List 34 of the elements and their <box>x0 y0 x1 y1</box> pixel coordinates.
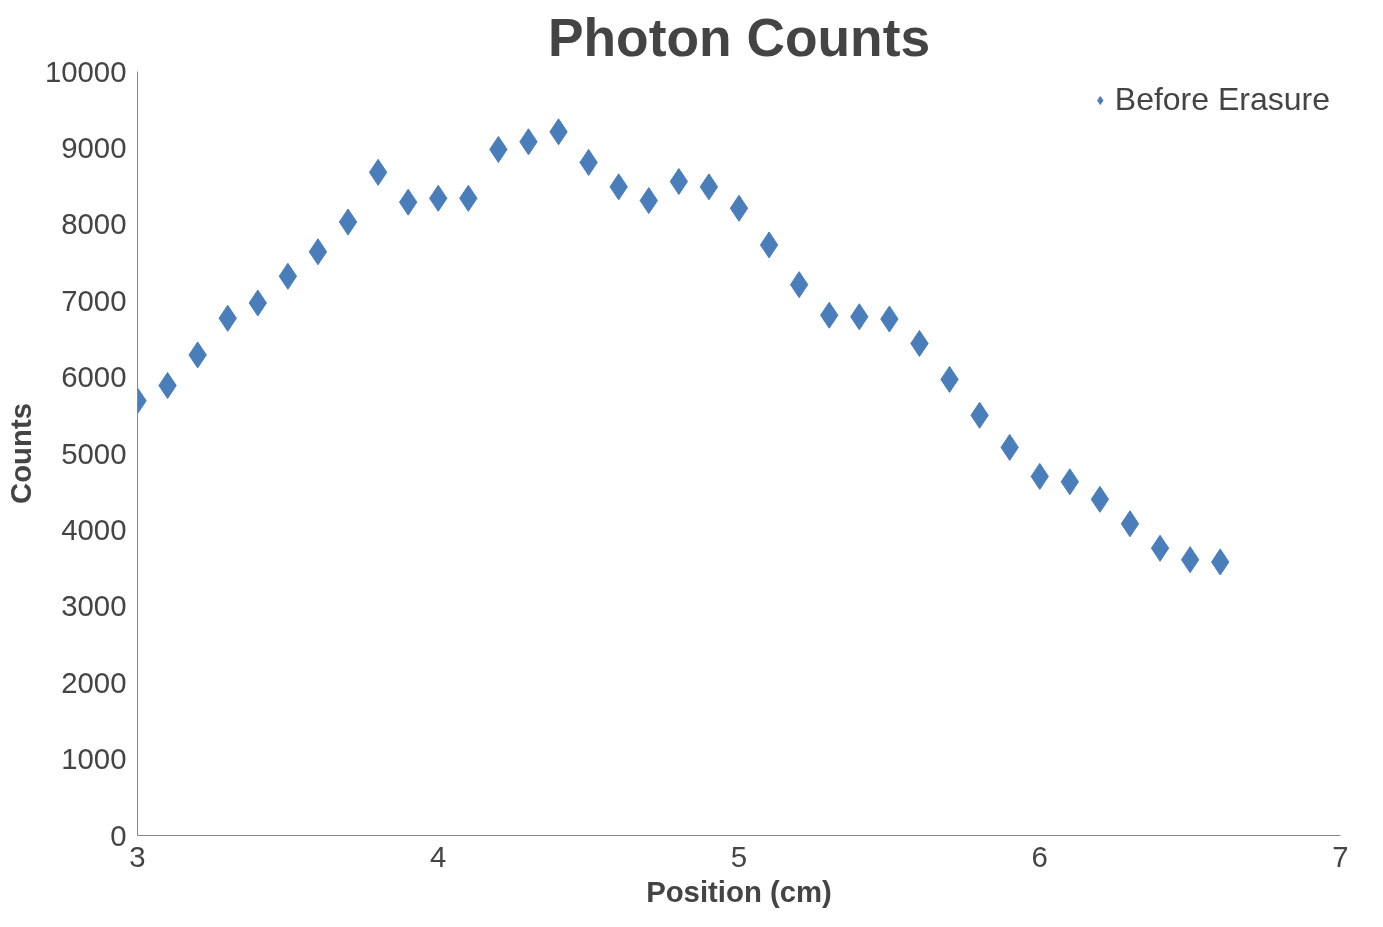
point <box>669 168 689 196</box>
y-tick-label: 3000 <box>61 589 127 623</box>
y-tick-label: 10000 <box>44 54 127 88</box>
point <box>1180 546 1200 574</box>
point <box>699 173 719 201</box>
y-tick-label: 4000 <box>61 512 127 546</box>
legend-label: Before Erasure <box>1114 81 1330 118</box>
point <box>368 158 388 186</box>
y-tick-label: 5000 <box>61 436 127 470</box>
x-tick-label: 6 <box>1031 839 1048 873</box>
y-tick-label: 7000 <box>61 283 127 317</box>
point <box>278 262 298 290</box>
x-axis-title: Position (cm) <box>646 874 832 908</box>
point <box>158 372 177 399</box>
y-tick-label: 0 <box>110 818 127 852</box>
y-tick-label: 2000 <box>61 665 127 699</box>
point <box>1150 534 1170 562</box>
y-tick-label: 6000 <box>61 360 127 394</box>
point <box>759 231 779 259</box>
x-tick-label: 5 <box>730 839 748 873</box>
y-tick-label: 8000 <box>61 207 127 241</box>
point <box>729 194 749 222</box>
y-tick-label: 9000 <box>61 130 127 164</box>
point <box>789 271 809 299</box>
y-tick-label: 1000 <box>61 742 127 776</box>
chart-title: Photon Counts <box>547 7 931 67</box>
x-tick-label: 7 <box>1332 839 1349 873</box>
point <box>338 208 358 236</box>
x-tick-label: 4 <box>430 839 447 873</box>
point <box>1090 485 1110 513</box>
x-tick-label: 3 <box>129 839 146 873</box>
point <box>1120 510 1140 538</box>
y-axis-title: Counts <box>3 402 37 504</box>
point <box>308 238 328 266</box>
